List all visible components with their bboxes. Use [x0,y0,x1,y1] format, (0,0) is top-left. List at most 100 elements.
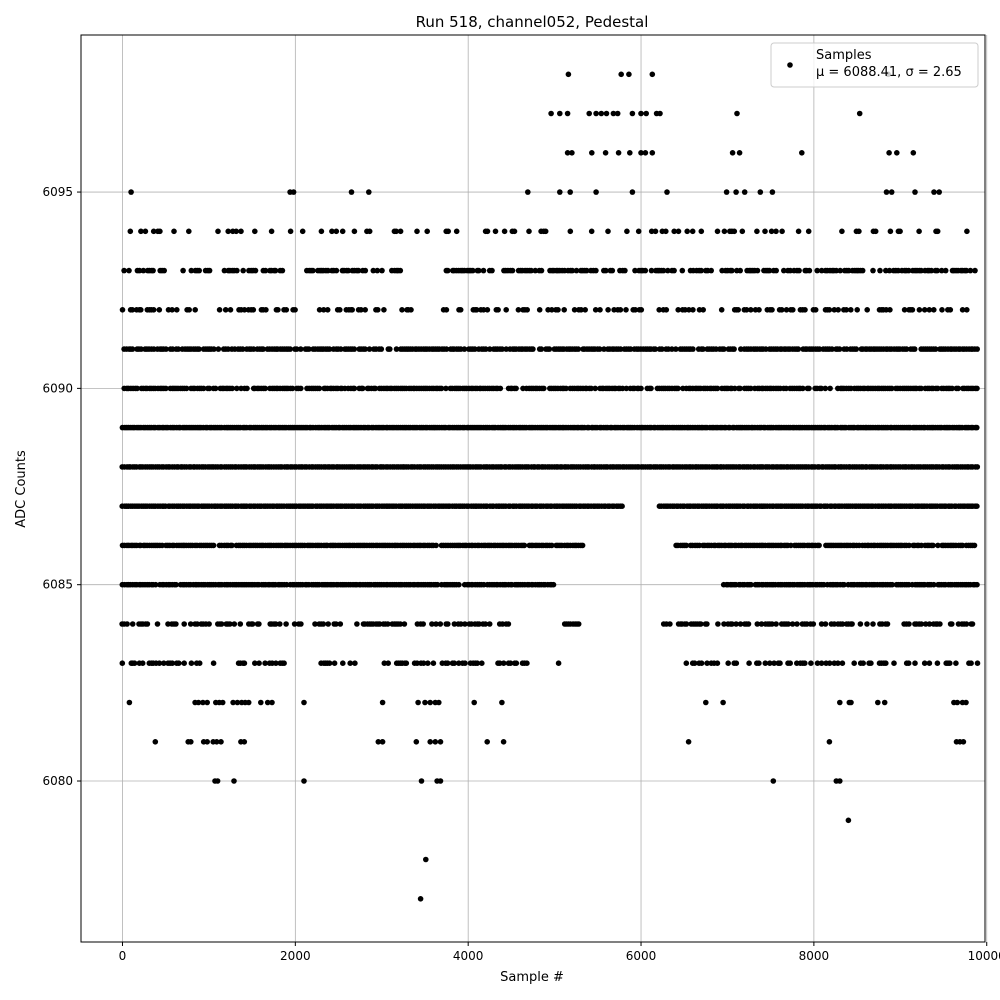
data-point [617,346,624,352]
data-point [936,189,942,195]
data-point [476,621,482,627]
data-point [374,267,381,274]
data-point [768,228,775,235]
data-point [563,385,569,392]
data-point [671,267,677,274]
data-point [609,267,616,274]
data-point [974,581,980,588]
data-point [156,307,163,313]
data-point [565,71,572,78]
data-point [911,346,918,352]
data-point [225,228,231,235]
data-point [385,621,391,627]
data-point [638,307,645,313]
data-point [733,621,739,627]
data-point [129,621,136,627]
data-point [884,621,891,627]
data-point [964,307,970,313]
data-point [777,660,783,666]
data-point [675,385,681,392]
data-point [918,621,925,627]
data-point [325,267,331,274]
data-point [372,385,379,392]
data-point [548,110,554,117]
chart-title: Run 518, channel052, Pedestal [416,13,649,31]
data-point [704,621,710,627]
data-point [638,385,644,392]
data-point [515,307,522,313]
data-point [215,346,222,352]
data-point [429,621,435,627]
data-point [393,228,400,235]
data-point [567,228,574,235]
data-point [938,267,945,274]
data-point [456,581,462,588]
data-point [714,660,721,666]
data-point [859,267,866,274]
data-point [721,346,727,352]
data-point [287,228,294,235]
data-point [273,621,279,627]
data-point [598,110,605,117]
data-point [538,267,545,274]
data-point [839,660,846,666]
data-point [729,621,735,627]
data-point [139,660,146,666]
data-point [320,621,327,627]
data-point [181,660,187,666]
data-point [362,267,369,274]
data-point [126,267,132,274]
data-point [521,542,528,549]
data-point [256,660,262,666]
data-point [351,228,358,235]
data-point [698,621,704,627]
data-point [610,110,617,117]
data-point [627,150,633,156]
data-point [218,739,224,745]
data-point [762,228,768,235]
data-point [602,150,609,156]
data-point [926,621,933,627]
data-point [366,228,373,235]
data-point [805,228,812,235]
data-point [624,228,630,235]
data-point [959,307,966,313]
data-point [161,660,167,666]
data-point [187,621,194,627]
x-tick-label: 4000 [453,949,484,963]
data-point [505,621,512,627]
data-point [773,621,779,627]
data-point [252,660,258,666]
data-point [206,267,213,274]
data-point [555,307,561,313]
data-point [963,621,970,627]
data-point [901,307,908,313]
data-point [119,660,126,666]
data-point [757,189,764,195]
data-point [583,267,590,274]
data-point [912,189,918,195]
data-point [154,621,161,627]
data-point [238,228,244,235]
data-point [648,267,655,274]
data-point [476,267,482,274]
data-point [575,621,582,627]
data-point [746,660,752,666]
data-point [536,307,543,313]
data-point [714,228,721,235]
data-point [818,660,825,666]
data-point [700,307,706,313]
data-point [192,307,198,313]
data-point [974,346,980,352]
data-point [685,739,692,745]
data-point [888,189,895,195]
data-point [219,699,226,706]
data-point [698,228,705,235]
data-point [833,267,840,274]
data-point [741,189,748,195]
data-point [298,385,304,392]
data-point [393,346,400,352]
data-point [894,150,900,156]
data-point [835,307,841,313]
data-point [194,621,200,627]
